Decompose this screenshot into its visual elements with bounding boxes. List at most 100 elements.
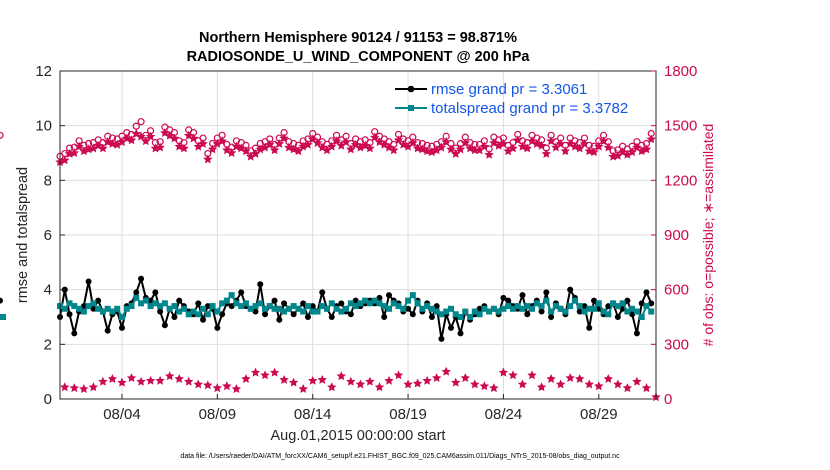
rmse-point: [90, 305, 97, 312]
totalspread-point: [333, 305, 340, 312]
totalspread-point: [128, 303, 135, 310]
assimilated-obs-marker: [227, 148, 237, 157]
totalspread-point: [638, 314, 645, 320]
totalspread-point: [114, 305, 121, 312]
totalspread-point: [419, 305, 426, 312]
y-tick-label: 6: [44, 227, 52, 244]
assimilated-obs-marker: [555, 138, 566, 148]
rmse-point: [304, 314, 311, 320]
totalspread-point: [643, 303, 650, 310]
totalspread-point: [629, 305, 636, 312]
totalspread-point: [624, 308, 631, 315]
totalspread-point: [538, 303, 545, 310]
totalspread-point: [76, 305, 83, 312]
x-axis-label: Aug.01,2015 00:00:00 start: [271, 428, 446, 444]
totalspread-point: [71, 303, 78, 310]
legend-rmse-marker: [407, 85, 415, 93]
assimilated-obs-marker: [207, 144, 218, 154]
totalspread-point: [80, 308, 87, 315]
rmse-point: [95, 297, 102, 304]
assimilated-obs-marker: [546, 136, 556, 146]
rmse-point: [352, 297, 359, 304]
totalspread-point: [171, 303, 178, 310]
assimilated-obs-marker: [613, 379, 623, 389]
totalspread-point: [338, 308, 345, 315]
assimilated-obs-marker: [179, 143, 189, 153]
assimilated-obs-marker: [479, 381, 489, 391]
totalspread-point: [228, 292, 235, 299]
rmse-point: [524, 311, 531, 318]
assimilated-obs-marker: [365, 143, 375, 153]
series-layer: [0, 118, 661, 402]
totalspread-point: [524, 303, 531, 310]
totalspread-point: [61, 305, 68, 312]
rmse-point: [381, 314, 388, 320]
rmse-point: [176, 297, 183, 304]
assimilated-obs-marker: [88, 382, 99, 392]
rmse-point: [447, 324, 454, 331]
x-tick-label: 08/14: [294, 406, 332, 423]
assimilated-obs-marker: [222, 381, 232, 391]
totalspread-point: [395, 303, 402, 310]
assimilated-obs-marker: [298, 384, 308, 393]
assimilated-obs-marker: [126, 135, 137, 145]
assimilated-obs-marker: [603, 142, 613, 152]
totalspread-point: [462, 308, 469, 315]
assimilated-obs-marker: [589, 147, 599, 157]
assimilated-obs-marker: [594, 141, 604, 151]
assimilated-obs-marker: [279, 133, 289, 143]
rmse-point: [385, 292, 392, 299]
totalspread-point: [424, 303, 431, 310]
assimilated-obs-marker: [69, 383, 79, 393]
assimilated-obs-marker: [231, 384, 242, 393]
totalspread-point: [238, 303, 245, 310]
assimilated-obs-marker: [508, 143, 518, 153]
rmse-point: [276, 316, 283, 323]
totalspread-point: [591, 305, 598, 312]
rmse-point: [66, 311, 73, 318]
assimilated-obs-marker: [346, 376, 356, 386]
totalspread-point: [99, 308, 106, 315]
totalspread-point: [552, 303, 559, 310]
rmse-point: [138, 275, 145, 282]
assimilated-obs-marker: [536, 382, 547, 392]
assimilated-obs-marker: [517, 379, 528, 389]
totalspread-point: [295, 305, 302, 312]
y2-tick-label: 0: [664, 391, 672, 408]
totalspread-point: [166, 305, 173, 312]
assimilated-obs-marker: [136, 376, 146, 386]
totalspread-point: [586, 305, 593, 312]
assimilated-obs-marker: [136, 131, 146, 141]
totalspread-point: [319, 303, 326, 310]
assimilated-obs-marker: [203, 154, 213, 164]
totalspread-point: [85, 303, 92, 310]
rmse-point: [576, 308, 583, 315]
y2-tick-label: 1500: [664, 118, 697, 135]
rmse-point: [104, 327, 111, 334]
totalspread-point: [190, 308, 197, 315]
totalspread-point: [257, 300, 264, 307]
assimilated-obs-marker: [412, 143, 423, 153]
assimilated-obs-marker: [69, 148, 79, 157]
totalspread-point: [648, 308, 655, 315]
assimilated-obs-marker: [269, 367, 280, 377]
totalspread-point: [347, 300, 354, 307]
assimilated-obs-marker: [579, 138, 590, 148]
rmse-point: [195, 300, 202, 307]
rmse-point: [438, 335, 445, 342]
totalspread-point: [152, 300, 159, 307]
assimilated-obs-marker: [155, 142, 165, 152]
totalspread-point: [118, 314, 125, 320]
rmse-point: [605, 303, 612, 310]
totalspread-point: [214, 308, 221, 315]
assimilated-obs-marker: [632, 142, 642, 152]
rmse-point: [614, 314, 621, 320]
y2-axis-label: # of obs: o=possible; ∗=assimilated: [700, 124, 716, 347]
assimilated-obs-marker: [393, 135, 404, 145]
totalspread-point: [300, 308, 307, 315]
assimilated-obs-marker: [513, 135, 523, 145]
totalspread-point: [362, 297, 369, 304]
rmse-point: [629, 311, 636, 318]
assimilated-obs-marker: [60, 382, 70, 392]
assimilated-obs-marker: [422, 146, 432, 156]
